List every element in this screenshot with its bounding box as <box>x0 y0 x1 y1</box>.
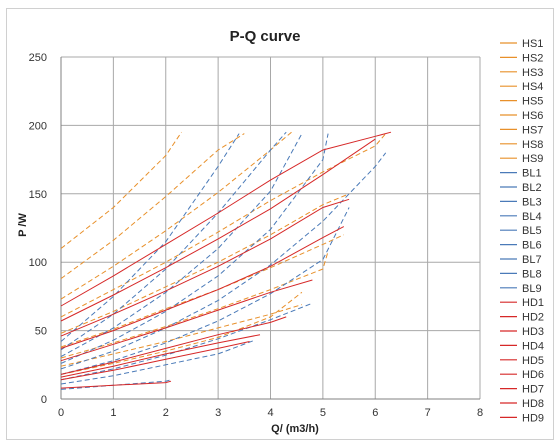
legend-entry: BL7 <box>522 254 542 266</box>
legend-entry: BL2 <box>522 182 542 194</box>
series-layer <box>60 131 392 390</box>
series-line-bl1 <box>60 133 240 342</box>
series-line-hd3 <box>60 198 350 337</box>
legend-entry: HS8 <box>522 139 543 151</box>
series-line-hd7 <box>60 334 261 378</box>
x-axis-ticks: 0 1 2 3 4 5 6 7 8 <box>58 407 483 419</box>
x-tick-label: 2 <box>163 407 169 419</box>
series-line-bl6 <box>60 207 350 375</box>
legend-entry: BL3 <box>522 196 542 208</box>
series-line-hd4 <box>60 226 345 349</box>
x-tick-label: 4 <box>267 407 273 419</box>
series-line-hd1 <box>60 131 392 307</box>
x-tick-label: 1 <box>110 407 116 419</box>
series-line-bl7 <box>60 302 313 381</box>
series-line-hs5 <box>60 193 350 334</box>
legend-entry: HD3 <box>522 326 544 338</box>
legend-entry: BL5 <box>522 225 542 237</box>
legend-entry: BL1 <box>522 168 542 180</box>
legend-entry: BL9 <box>522 283 542 295</box>
legend-entry: BL8 <box>522 268 542 280</box>
y-tick-label: 250 <box>29 52 47 64</box>
series-line-hs6 <box>60 234 345 348</box>
x-tick-label: 3 <box>215 407 221 419</box>
x-tick-label: 7 <box>425 407 431 419</box>
y-tick-label: 50 <box>35 326 47 338</box>
chart-frame <box>6 8 554 440</box>
legend-entry: HD6 <box>522 369 544 381</box>
legend-entry: BL4 <box>522 211 542 223</box>
series-line-hd9 <box>60 380 172 389</box>
legend-entry: HS6 <box>522 110 543 122</box>
x-tick-label: 0 <box>58 407 64 419</box>
legend-entry: HS4 <box>522 81 543 93</box>
legend-entry: BL6 <box>522 240 542 252</box>
series-line-hs3 <box>60 131 292 300</box>
series-line-hs8 <box>60 304 303 367</box>
series-line-bl5 <box>60 152 387 370</box>
legend: HS1 HS2 HS3 HS4 HS5 HS6 HS7 HS8 HS9 BL1 BL2 BL3 BL4 B… <box>500 38 544 424</box>
legend-entry: HD9 <box>522 412 544 424</box>
series-line-bl8 <box>60 339 255 385</box>
series-line-hs4 <box>60 133 387 318</box>
series-line-hs2 <box>60 133 245 280</box>
legend-entry: HD7 <box>522 384 544 396</box>
y-tick-label: 150 <box>29 189 47 201</box>
series-line-hd2 <box>60 138 376 322</box>
legend-entry: HS5 <box>522 96 543 108</box>
legend-entry: HS2 <box>522 52 543 64</box>
x-axis-label: Q/ (m3/h) <box>271 423 319 435</box>
grid <box>60 56 481 400</box>
y-tick-label: 0 <box>41 394 47 406</box>
legend-entry: HD1 <box>522 297 544 309</box>
y-tick-label: 200 <box>29 120 47 132</box>
legend-entry: HS3 <box>522 67 543 79</box>
y-axis-label: P /W <box>17 213 29 237</box>
series-line-hd6 <box>60 316 287 375</box>
legend-entry: HS7 <box>522 124 543 136</box>
chart-title: P-Q curve <box>230 28 301 45</box>
series-line-bl9 <box>60 379 172 390</box>
series-line-hs1 <box>60 131 182 249</box>
series-line-hd5 <box>60 279 313 362</box>
x-tick-label: 5 <box>320 407 326 419</box>
x-tick-label: 6 <box>372 407 378 419</box>
series-line-bl2 <box>60 131 287 351</box>
legend-entry: HD5 <box>522 355 544 367</box>
legend-entry: HD8 <box>522 398 544 410</box>
series-line-bl3 <box>60 133 303 358</box>
legend-entry: HD2 <box>522 312 544 324</box>
legend-entry: HS9 <box>522 153 543 165</box>
series-line-hs7 <box>60 251 329 359</box>
series-line-hd8 <box>60 341 250 381</box>
x-tick-label: 8 <box>477 407 483 419</box>
y-axis-ticks: 0 50 100 150 200 250 <box>29 52 47 406</box>
legend-entry: HS1 <box>522 38 543 50</box>
series-line-bl4 <box>60 133 329 364</box>
series-line-hs9 <box>60 291 303 375</box>
legend-entry: HD4 <box>522 340 544 352</box>
y-tick-label: 100 <box>29 257 47 269</box>
